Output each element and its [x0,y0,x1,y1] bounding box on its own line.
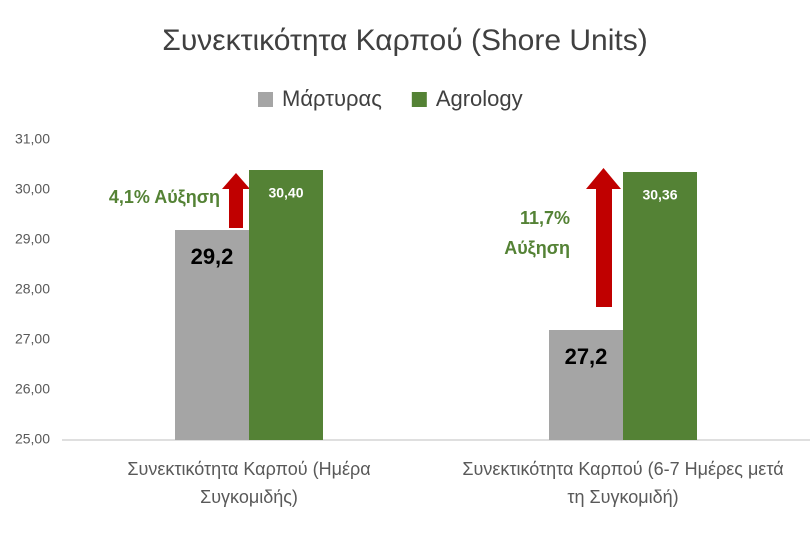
y-tick-label: 30,00 [15,181,50,197]
legend-swatch [411,92,427,107]
data-label: 30,40 [268,185,303,201]
bar [623,172,697,440]
annotation: 11,7% Αύξηση [504,208,570,258]
arrow [586,168,621,307]
data-label: 29,2 [191,244,234,269]
chart-title: Συνεκτικότητα Καρπού (Shore Units) [162,24,647,57]
data-label: 27,2 [565,344,608,369]
data-label: 30,36 [642,187,677,203]
annotation: 4,1% Αύξηση [108,187,220,207]
y-tick-label: 29,00 [15,231,50,247]
y-tick-label: 31,00 [15,131,50,147]
x-tick-label: Συνεκτικότητα Καρπού (Ημέρα Συγκομιδής) [127,459,371,507]
legend-label: Agrology [436,86,523,111]
bar [175,230,249,440]
y-tick-label: 27,00 [15,331,50,347]
bar [549,330,623,440]
bar [249,170,323,440]
x-tick-label: Συνεκτικότητα Καρπού (6-7 Ημέρες μετά τη… [462,459,784,507]
y-tick-label: 25,00 [15,431,50,447]
y-tick-label: 28,00 [15,281,50,297]
legend-swatch [258,92,273,107]
legend-label: Μάρτυρας [282,86,382,111]
arrow [222,173,250,228]
y-tick-label: 26,00 [15,381,50,397]
